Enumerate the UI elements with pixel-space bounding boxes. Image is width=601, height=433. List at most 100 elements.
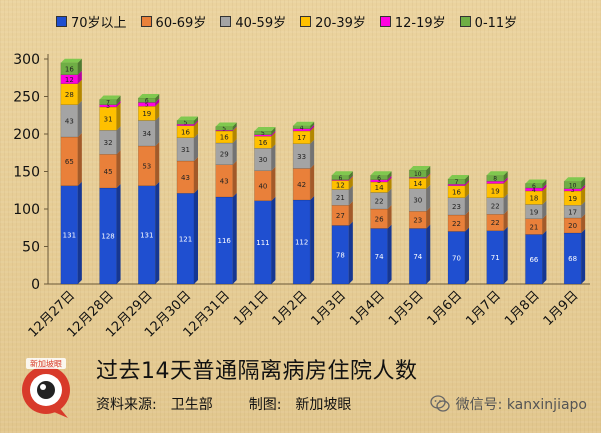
bar-segment-side [77,181,82,284]
bar-segment-side [310,196,315,284]
logo: 新加坡眼 [16,356,76,422]
bar-segment-side [116,95,121,105]
bar-segment-side [271,144,276,171]
data-label: 23 [413,217,422,225]
data-label: 14 [413,180,422,188]
y-tick-label: 50 [22,240,40,256]
y-tick-label: 300 [13,52,40,68]
legend-item: 70岁以上 [56,12,127,31]
x-tick-label: 1月8日 [502,288,543,329]
bar-segment-side [542,179,547,188]
bar-segment-side [77,79,82,105]
bar-segment-side [155,116,160,146]
data-label: 31 [181,146,190,154]
bar-segment-side [310,127,315,144]
bar-segment-side [155,98,160,107]
bar-top [138,94,160,98]
bar-top [99,95,121,100]
x-tick-label: 1月4日 [347,288,388,329]
bar-segment-side [232,122,237,131]
data-label: 31 [104,115,113,123]
bar-top [370,171,392,176]
bar-segment-side [503,226,508,284]
data-label: 22 [375,197,384,205]
bar-segment-side [503,177,508,184]
x-tick-label: 1月5日 [386,288,427,329]
wechat-icon [430,395,450,412]
data-label: 20 [568,222,577,230]
bar-segment-side [542,184,547,191]
data-label: 16 [65,65,74,73]
data-label: 128 [101,233,114,241]
bar-segment-side [271,132,276,149]
bar-segment-side [426,174,431,189]
svg-text:新加坡眼: 新加坡眼 [30,359,62,369]
legend-item: 12-19岁 [379,12,446,31]
bar-segment-side [194,157,198,194]
bar-segment-side [271,196,276,284]
bar-segment-side [348,176,353,190]
bar-segment-side [232,126,237,131]
data-label: 21 [529,223,538,231]
legend-swatch [459,16,471,27]
bar-segment-side [465,175,469,185]
data-label: 5 [222,126,226,133]
data-label: 6 [145,98,149,105]
bar-segment-side [310,121,315,129]
data-label: 19 [568,195,577,203]
data-label: 12 [65,76,74,84]
data-label: 23 [452,203,461,211]
bar-segment-side [116,100,121,107]
data-label: 40 [258,182,267,190]
data-label: 18 [529,194,538,202]
bar-segment-side [155,102,160,121]
data-label: 12 [336,182,345,190]
bar-segment-side [581,201,586,218]
maker-text: 制图: 新加坡眼 [248,397,352,413]
legend-label: 60-69岁 [155,16,207,31]
y-tick-label: 250 [13,90,40,106]
bar-segment-side [348,171,353,180]
bar-segment-side [310,124,315,131]
bar-segment-side [77,100,82,137]
bar-segment-side [232,127,237,143]
data-label: 111 [256,239,269,247]
bar-top [60,58,82,63]
bar-top [254,127,276,131]
bar-segment-side [542,200,547,219]
bar-segment-side [465,181,469,198]
bar-segment-side [581,214,586,233]
data-label: 65 [65,158,74,166]
bar-segment-side [503,210,508,231]
bar-top [331,171,353,176]
data-label: 5 [184,120,188,127]
data-label: 116 [218,237,232,245]
data-label: 6 [377,175,381,182]
bar-top [525,179,547,184]
data-label: 70 [452,254,461,262]
wechat-watermark: 微信号: kanxinjiapo [430,394,587,414]
data-label: 17 [297,134,306,142]
bar-segment-side [271,127,276,135]
bar-segment-side [581,184,586,191]
bar-segment-side [155,94,160,103]
data-label: 6 [532,183,536,190]
bar-segment-side [116,184,121,284]
bar-segment-side [155,142,160,186]
bar-segment-side [116,103,121,131]
bar-segment-side [426,224,431,284]
data-label: 71 [491,254,500,262]
bar-segment-side [116,150,121,188]
data-label: 14 [375,184,384,192]
legend-item: 60-69岁 [140,12,207,31]
data-label: 30 [413,197,422,205]
bar-segment-side [426,166,431,178]
bar-top [564,177,586,182]
bar-segment-side [194,121,198,138]
bar-segment-side [232,139,237,165]
legend-swatch [300,16,312,27]
y-tick-label: 200 [13,127,40,143]
bar-segment-side [465,227,469,284]
bar-segment-side [387,224,392,284]
data-label: 53 [142,163,151,171]
